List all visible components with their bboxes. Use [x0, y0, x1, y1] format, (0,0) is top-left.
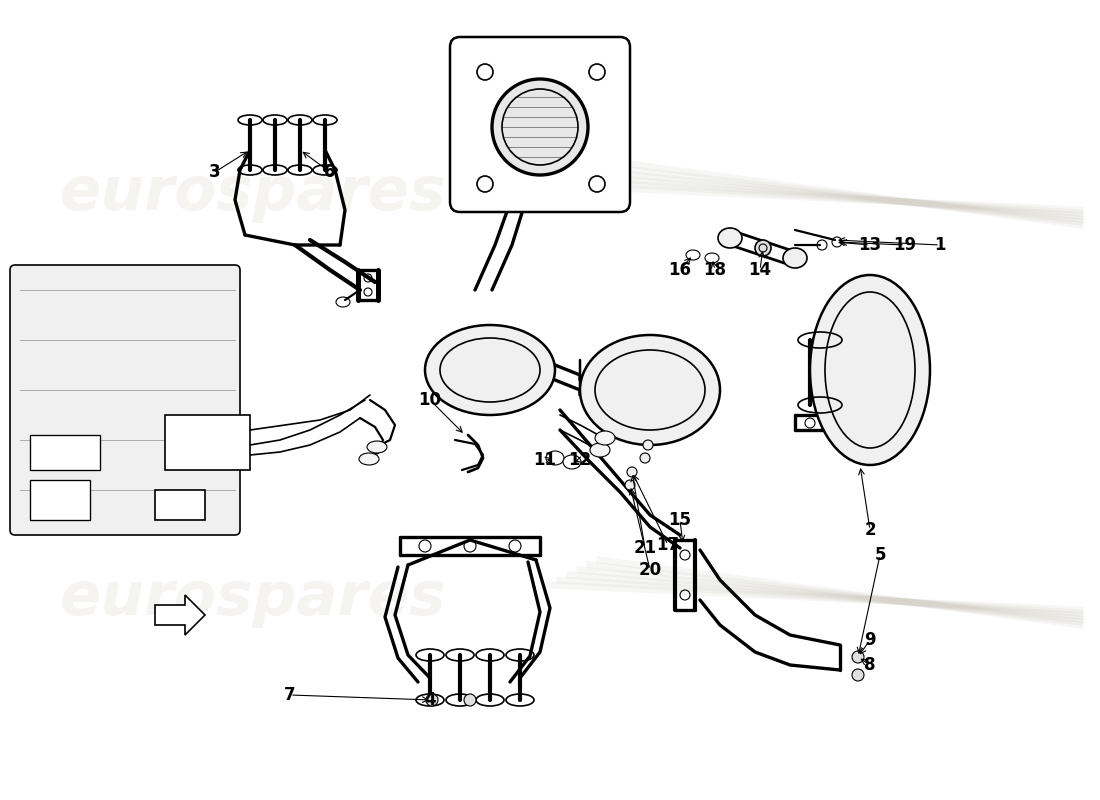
Ellipse shape	[718, 228, 743, 248]
Text: 7: 7	[284, 686, 296, 704]
Ellipse shape	[590, 443, 610, 457]
Ellipse shape	[783, 248, 807, 268]
Polygon shape	[155, 595, 205, 635]
Text: eurospares: eurospares	[60, 569, 447, 628]
Text: 13: 13	[858, 236, 881, 254]
Circle shape	[644, 440, 653, 450]
Text: 21: 21	[634, 539, 657, 557]
FancyBboxPatch shape	[450, 37, 630, 212]
Circle shape	[640, 453, 650, 463]
FancyBboxPatch shape	[10, 265, 240, 535]
Ellipse shape	[492, 79, 588, 175]
Ellipse shape	[425, 325, 556, 415]
Ellipse shape	[810, 275, 930, 465]
Text: 16: 16	[669, 261, 692, 279]
Text: eurospares: eurospares	[60, 164, 447, 223]
Text: 12: 12	[569, 451, 592, 469]
Text: 3: 3	[209, 163, 221, 181]
Circle shape	[852, 669, 864, 681]
Text: 11: 11	[534, 451, 557, 469]
Circle shape	[426, 694, 438, 706]
Text: 1: 1	[934, 236, 946, 254]
Text: 14: 14	[748, 261, 771, 279]
Ellipse shape	[546, 451, 564, 465]
Ellipse shape	[595, 431, 615, 445]
Ellipse shape	[580, 335, 720, 445]
Text: 18: 18	[704, 261, 726, 279]
Text: 9: 9	[865, 631, 876, 649]
Ellipse shape	[686, 250, 700, 260]
Text: 6: 6	[324, 163, 336, 181]
Text: 17: 17	[657, 536, 680, 554]
Circle shape	[852, 651, 864, 663]
Text: 8: 8	[865, 656, 876, 674]
Ellipse shape	[367, 441, 387, 453]
Ellipse shape	[705, 253, 719, 263]
Circle shape	[755, 240, 771, 256]
Text: 10: 10	[418, 391, 441, 409]
Bar	[30, 480, 90, 520]
Circle shape	[464, 694, 476, 706]
Text: 4: 4	[425, 691, 436, 709]
Bar	[155, 490, 205, 520]
Bar	[165, 415, 250, 470]
Text: 15: 15	[669, 511, 692, 529]
Ellipse shape	[563, 455, 581, 469]
Text: 5: 5	[874, 546, 886, 564]
Bar	[30, 435, 100, 470]
Circle shape	[627, 467, 637, 477]
Text: 20: 20	[638, 561, 661, 579]
Text: 2: 2	[865, 521, 876, 539]
Circle shape	[625, 480, 635, 490]
Ellipse shape	[359, 453, 380, 465]
Text: 19: 19	[893, 236, 916, 254]
